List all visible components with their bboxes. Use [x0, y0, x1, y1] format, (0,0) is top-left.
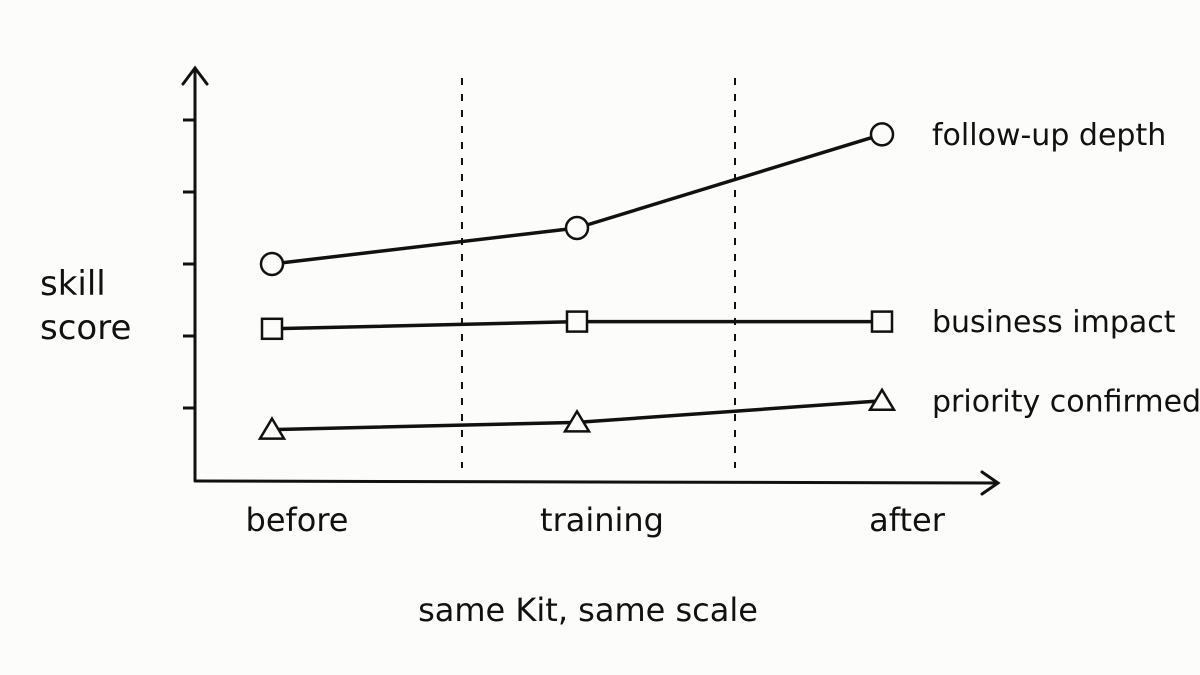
x-tick-label: after: [869, 501, 946, 539]
marker: [869, 122, 895, 147]
marker: [867, 387, 897, 412]
x-axis: [193, 470, 1001, 496]
axes: [181, 65, 1001, 496]
series-line: [271, 132, 883, 266]
marker: [564, 215, 590, 241]
marker: [257, 416, 287, 440]
marker: [259, 251, 285, 277]
marker: [565, 310, 589, 333]
phase-dividers: [461, 78, 736, 468]
marker: [870, 310, 894, 333]
x-tick-label: before: [246, 501, 349, 539]
y-axis: [181, 65, 209, 482]
marker: [562, 408, 592, 433]
x-tick-label: training: [540, 501, 664, 539]
x-axis-label: same Kit, same scale: [418, 591, 758, 629]
series-label: priority confirmed: [932, 384, 1200, 419]
series-label: follow-up depth: [932, 118, 1166, 153]
series-label: business impact: [932, 305, 1176, 340]
marker: [260, 317, 284, 341]
y-axis-label: skill score: [40, 264, 132, 348]
